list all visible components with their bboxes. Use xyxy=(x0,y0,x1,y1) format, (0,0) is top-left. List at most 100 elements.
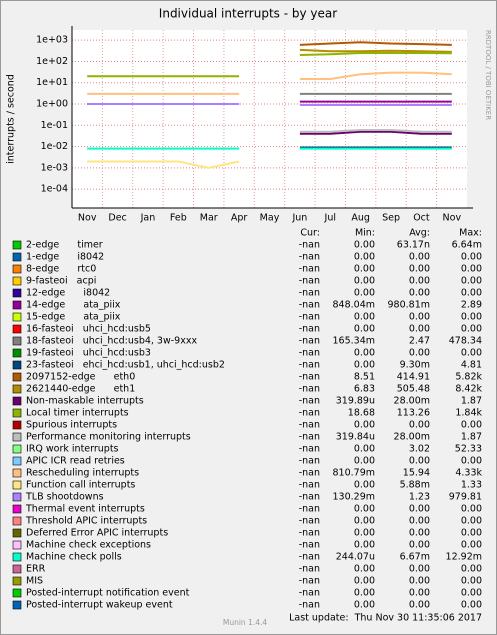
legend-max: 2.89 xyxy=(461,300,482,311)
legend-swatch xyxy=(12,444,22,454)
legend-cur: -nan xyxy=(299,456,320,467)
legend-cur: -nan xyxy=(299,264,320,275)
legend-swatch xyxy=(12,528,22,538)
legend-max: 0.00 xyxy=(461,276,482,287)
y-tick-label: 1e+02 xyxy=(36,56,68,67)
legend-label: 12-edge i8042 xyxy=(26,288,110,299)
legend-swatch xyxy=(12,468,22,478)
legend-min: 0.00 xyxy=(354,312,375,323)
legend-avg: 3.02 xyxy=(409,444,430,455)
legend-min: 319.84u xyxy=(336,432,375,443)
legend-max: 0.00 xyxy=(461,324,482,335)
legend-cur: -nan xyxy=(299,588,320,599)
legend-max: 6.64m xyxy=(452,240,482,251)
legend-cur: -nan xyxy=(299,564,320,575)
legend-avg: 414.91 xyxy=(397,372,430,383)
y-tick-label: 1e+03 xyxy=(36,35,68,46)
legend-min: 0.00 xyxy=(354,240,375,251)
legend-cur: -nan xyxy=(299,540,320,551)
legend-swatch xyxy=(12,240,22,250)
legend-label: 2097152-edge eth0 xyxy=(26,372,135,383)
legend-cur: -nan xyxy=(299,360,320,371)
legend-cur: -nan xyxy=(299,420,320,431)
legend-cur: -nan xyxy=(299,396,320,407)
legend-swatch xyxy=(12,492,22,502)
legend-cur: -nan xyxy=(299,576,320,587)
series-line xyxy=(299,48,452,53)
last-update: Last update: Thu Nov 30 11:35:06 2017 xyxy=(289,613,482,624)
series-line xyxy=(87,52,452,78)
legend-min: 165.34m xyxy=(333,336,376,347)
legend-label: 2-edge timer xyxy=(26,240,103,251)
legend-min: 0.00 xyxy=(354,564,375,575)
legend-label: 16-fasteoi uhci_hcd:usb5 xyxy=(26,324,151,335)
legend-swatch xyxy=(12,600,22,610)
x-tick-label: Aug xyxy=(351,213,370,224)
legend-cur: -nan xyxy=(299,552,320,563)
x-tick-label: Jul xyxy=(324,213,336,224)
x-tick-label: Dec xyxy=(108,213,126,224)
legend-cur: -nan xyxy=(299,276,320,287)
legend-label: Machine check polls xyxy=(26,552,122,563)
legend-min: 0.00 xyxy=(354,276,375,287)
legend-swatch xyxy=(12,348,22,358)
legend-cur: -nan xyxy=(299,492,320,503)
legend-min: 0.00 xyxy=(354,516,375,527)
legend-label: Posted-interrupt wakeup event xyxy=(26,600,173,611)
legend-min: 0.00 xyxy=(354,360,375,371)
x-tick-label: Jan xyxy=(140,213,156,224)
legend-avg: 0.00 xyxy=(409,540,430,551)
legend-swatch xyxy=(12,480,22,490)
legend-label: 14-edge ata_piix xyxy=(26,300,121,311)
legend-label: 9-fasteoi acpi xyxy=(26,276,96,287)
legend-cur: -nan xyxy=(299,288,320,299)
x-tick-label: Jun xyxy=(291,213,307,224)
legend-max: 979.81 xyxy=(449,492,482,503)
legend-avg: 0.00 xyxy=(409,456,430,467)
legend-max: 478.34 xyxy=(449,336,482,347)
legend-cur: -nan xyxy=(299,504,320,515)
x-tick-label: Nov xyxy=(443,213,462,224)
series-line xyxy=(299,130,452,135)
legend-avg: 2.47 xyxy=(409,336,430,347)
legend-avg: 1.23 xyxy=(409,492,430,503)
chart-title: Individual interrupts - by year xyxy=(159,7,337,21)
legend-max: 0.00 xyxy=(461,516,482,527)
legend-max: 52.33 xyxy=(455,444,482,455)
legend-header: Max: xyxy=(459,228,482,239)
series-line xyxy=(87,160,240,169)
legend-max: 0.00 xyxy=(461,348,482,359)
legend-min: 0.00 xyxy=(354,264,375,275)
legend-swatch xyxy=(12,300,22,310)
legend-avg: 28.00m xyxy=(394,396,430,407)
legend-avg: 0.00 xyxy=(409,576,430,587)
y-tick-label: 1e-01 xyxy=(41,120,68,131)
legend-avg: 0.00 xyxy=(409,528,430,539)
legend-max: 0.00 xyxy=(461,456,482,467)
legend-avg: 0.00 xyxy=(409,564,430,575)
y-tick-label: 1e+00 xyxy=(36,99,68,110)
legend-label: Machine check exceptions xyxy=(26,540,151,551)
y-tick-label: 1e-03 xyxy=(41,162,68,173)
legend-label: Performance monitoring interrupts xyxy=(26,432,191,443)
x-tick-label: Oct xyxy=(413,213,430,224)
legend-label: Rescheduling interrupts xyxy=(26,468,139,479)
series-line xyxy=(87,103,452,106)
legend-max: 1.84k xyxy=(455,408,482,419)
legend-min: 0.00 xyxy=(354,348,375,359)
legend-max: 0.00 xyxy=(461,252,482,263)
legend-label: 23-fasteoi ehci_hcd:usb1, uhci_hcd:usb2 xyxy=(26,360,225,371)
legend-swatch xyxy=(12,324,22,334)
legend-avg: 28.00m xyxy=(394,432,430,443)
legend-label: IRQ work interrupts xyxy=(26,444,119,455)
legend-avg: 0.00 xyxy=(409,504,430,515)
legend-max: 0.00 xyxy=(461,420,482,431)
legend-swatch xyxy=(12,372,22,382)
legend-max: 4.81 xyxy=(461,360,482,371)
legend-min: 0.00 xyxy=(354,600,375,611)
legend-cur: -nan xyxy=(299,240,320,251)
footer: Munin 1.4.4 xyxy=(223,618,268,627)
legend-min: 0.00 xyxy=(354,456,375,467)
legend-label: TLB shootdowns xyxy=(25,492,104,503)
plot-area xyxy=(72,30,467,208)
